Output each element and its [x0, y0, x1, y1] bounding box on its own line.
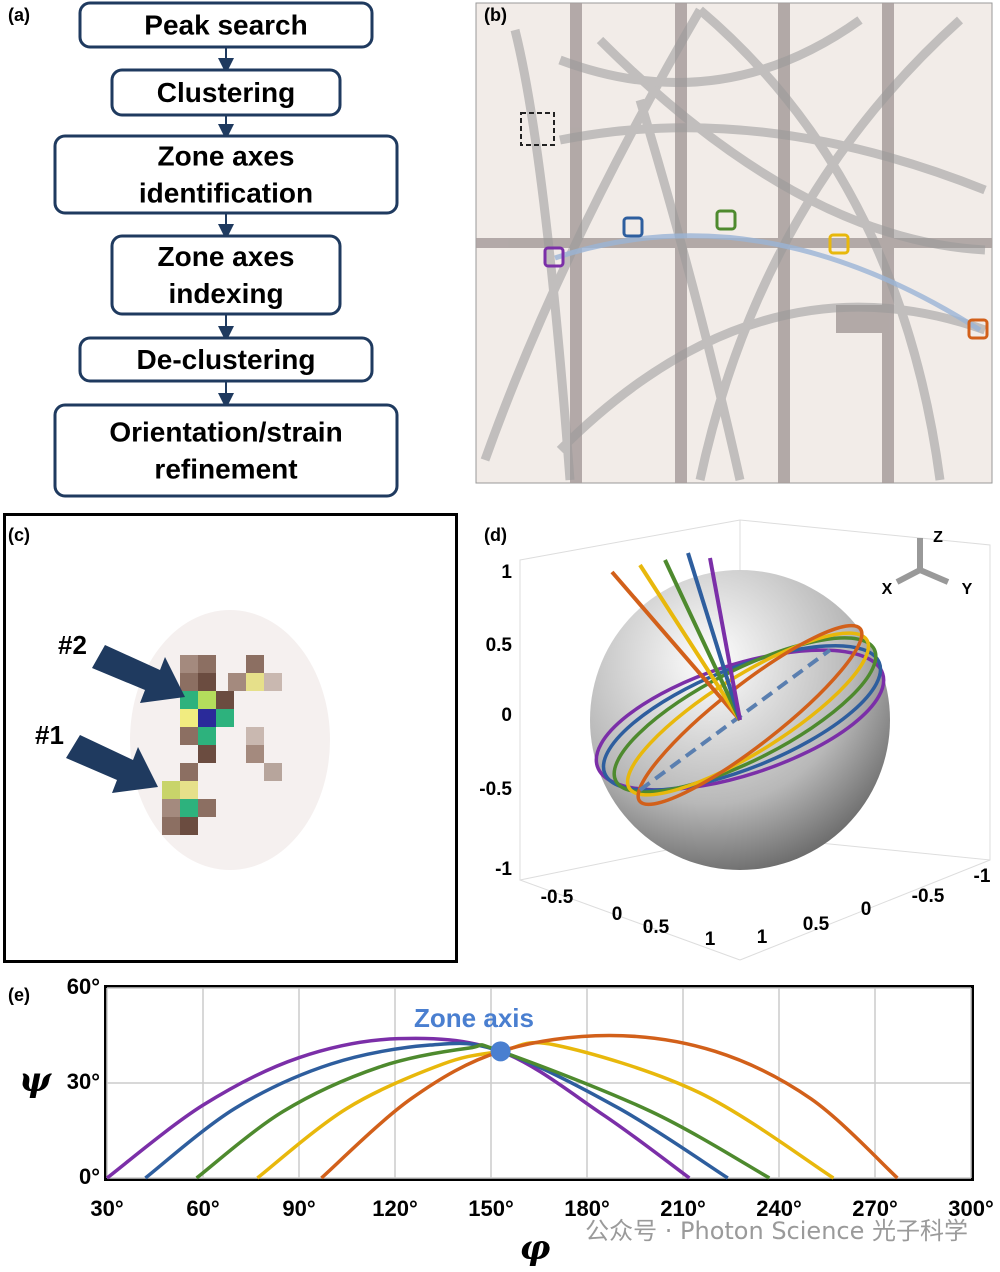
- x-tick-label: 150°: [468, 1196, 514, 1221]
- x-tick-label: 30°: [90, 1196, 123, 1221]
- zone-axis-point: [490, 1041, 511, 1062]
- flow-step: Clustering: [157, 77, 295, 108]
- flow-step: Zone axes: [158, 241, 295, 272]
- x-tick-label: 1: [705, 929, 716, 950]
- x-tick-label: 0: [612, 904, 623, 925]
- z-tick-label: -0.5: [479, 779, 512, 800]
- x-tick-label: 270°: [852, 1196, 898, 1221]
- x-tick-label: 180°: [564, 1196, 610, 1221]
- flow-step: Peak search: [144, 9, 307, 40]
- x-tick-label: 120°: [372, 1196, 418, 1221]
- x-tick-label: 90°: [282, 1196, 315, 1221]
- x-tick-label: 240°: [756, 1196, 802, 1221]
- curve: [195, 1043, 771, 1180]
- y-tick-label: 0°: [79, 1164, 100, 1189]
- axis-name: Y: [962, 581, 973, 598]
- x-tick-label: 210°: [660, 1196, 706, 1221]
- y-tick-label: -0.5: [912, 886, 945, 907]
- panel-label: (a): [8, 5, 30, 25]
- z-tick-label: -1: [495, 859, 512, 880]
- panel-label: (b): [484, 5, 507, 25]
- peak-label: #1: [35, 720, 64, 750]
- y-tick-label: 60°: [67, 974, 100, 999]
- detector-image: [475, 2, 993, 484]
- y-tick-label: 0.5: [803, 914, 830, 935]
- curve: [105, 1036, 691, 1180]
- curve: [144, 1041, 729, 1180]
- y-axis-label: ψ: [19, 1060, 52, 1100]
- axis-name: Z: [933, 529, 943, 546]
- x-axis-label: φ: [520, 1228, 551, 1268]
- flow-step: identification: [139, 177, 313, 208]
- y-tick-label: 0: [861, 899, 872, 920]
- y-tick-label: 1: [757, 927, 768, 948]
- z-tick-label: 1: [501, 562, 512, 583]
- flow-step: indexing: [168, 278, 283, 309]
- sphere-plot: [519, 519, 991, 961]
- y-tick-label: 30°: [67, 1069, 100, 1094]
- peak-label: #2: [58, 630, 87, 660]
- axis-name: X: [882, 581, 893, 598]
- flow-step: Orientation/strain: [109, 416, 342, 447]
- y-tick-label: -1: [974, 866, 991, 887]
- panel-label: (e): [8, 985, 30, 1005]
- x-tick-label: 60°: [186, 1196, 219, 1221]
- z-tick-label: 0: [501, 705, 512, 726]
- pixel-image: [3, 513, 458, 963]
- annotation: Zone axis: [414, 1003, 534, 1033]
- watermark: 公众号 · Photon Science 光子科学: [585, 1217, 968, 1245]
- panel-label: (d): [484, 525, 507, 545]
- x-tick-label: 0.5: [643, 917, 670, 938]
- flow-step: Zone axes: [158, 140, 295, 171]
- z-tick-label: 0.5: [486, 635, 513, 656]
- x-tick-label: -0.5: [541, 887, 574, 908]
- panel-label: (c): [8, 525, 30, 545]
- flow-box: [53, 403, 399, 498]
- flow-step: De-clustering: [137, 344, 316, 375]
- x-tick-label: 300°: [948, 1196, 994, 1221]
- curve: [320, 1033, 899, 1180]
- flow-step: refinement: [154, 453, 297, 484]
